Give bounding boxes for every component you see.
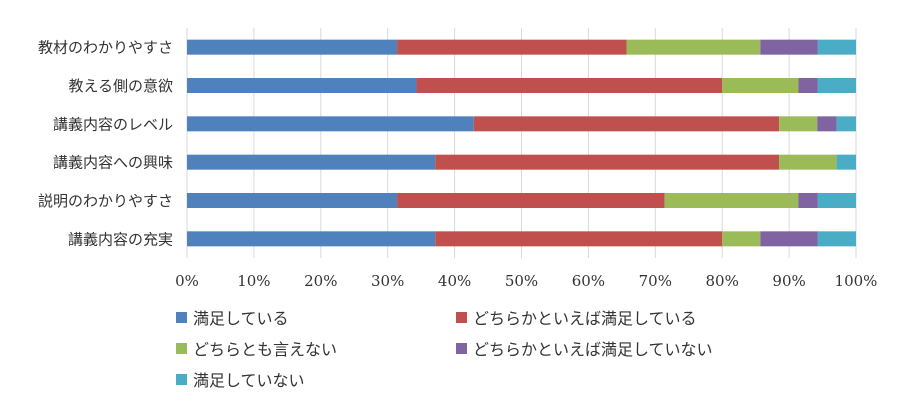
bar-segment [779,116,818,132]
legend-item: どちらとも言えない [176,337,337,359]
x-tick-label: 40% [438,272,471,290]
legend: 満足している どちらかといえば満足しているどちらとも言えない どちらかといえば満足し… [176,306,876,402]
bar-segment [397,39,627,55]
legend-swatch [456,311,467,323]
category-label: 説明のわかりやすさ [38,192,173,210]
category-label: 教える側の意欲 [68,77,173,95]
bar-segment [779,154,837,170]
x-tick-label: 90% [772,272,805,290]
chart-plot: 教材のわかりやすさ教える側の意欲講義内容のレベル講義内容への興味説明のわかりやす… [38,28,878,290]
bar-segment [435,231,723,247]
bar-segment [187,39,398,55]
bar-segment [817,193,856,208]
x-tick-label: 100% [835,272,878,290]
bar-segment [187,116,474,132]
bar-segment [187,193,398,208]
bar-segment [836,154,856,170]
legend-item: どちらかといえば満足していない [456,337,713,359]
bar-segment [798,78,818,93]
legend-swatch [456,342,467,354]
category-label: 講義内容への興味 [53,154,173,172]
legend-swatch [176,373,187,385]
bar-segment [817,231,856,247]
legend-label: どちらとも言えない [193,340,338,359]
category-label: 教材のわかりやすさ [38,39,173,57]
bar-segment [416,78,723,93]
legend-item: 満足している [176,306,289,328]
bar-segment [817,39,856,55]
bar-segment [722,231,761,247]
bar-segment [817,116,837,132]
bar-segment [798,193,818,208]
x-tick-label: 10% [237,272,270,290]
bar-segment [817,78,856,93]
bar-segment [435,154,780,170]
bar-segment [836,116,856,132]
x-tick-label: 80% [706,272,739,290]
category-label: 講義内容の充実 [68,230,173,248]
bar-segment [760,231,818,247]
x-tick-label: 30% [371,272,404,290]
bar-segment [626,39,761,55]
x-tick-label: 60% [572,272,605,290]
x-tick-label: 0% [175,272,199,290]
bar-segment [187,78,417,93]
bar-segment [722,78,799,93]
bar-segment [760,39,818,55]
x-tick-label: 50% [505,272,538,290]
bar-segment [187,154,436,170]
bar-segment [473,116,780,132]
bar-segment [397,193,665,208]
legend-label: どちらかといえば満足している [473,309,697,328]
legend-swatch [176,342,187,354]
bar-segment [187,231,436,247]
legend-label: 満足している [193,309,289,328]
x-tick-label: 20% [304,272,337,290]
legend-label: どちらかといえば満足していない [473,340,713,359]
bar-segment [664,193,799,208]
category-label: 講義内容のレベル [53,115,173,133]
legend-item: 満足していない [176,368,305,390]
legend-label: 満足していない [193,371,305,390]
x-tick-label: 70% [639,272,672,290]
legend-item: どちらかといえば満足している [456,306,697,328]
legend-swatch [176,311,187,323]
